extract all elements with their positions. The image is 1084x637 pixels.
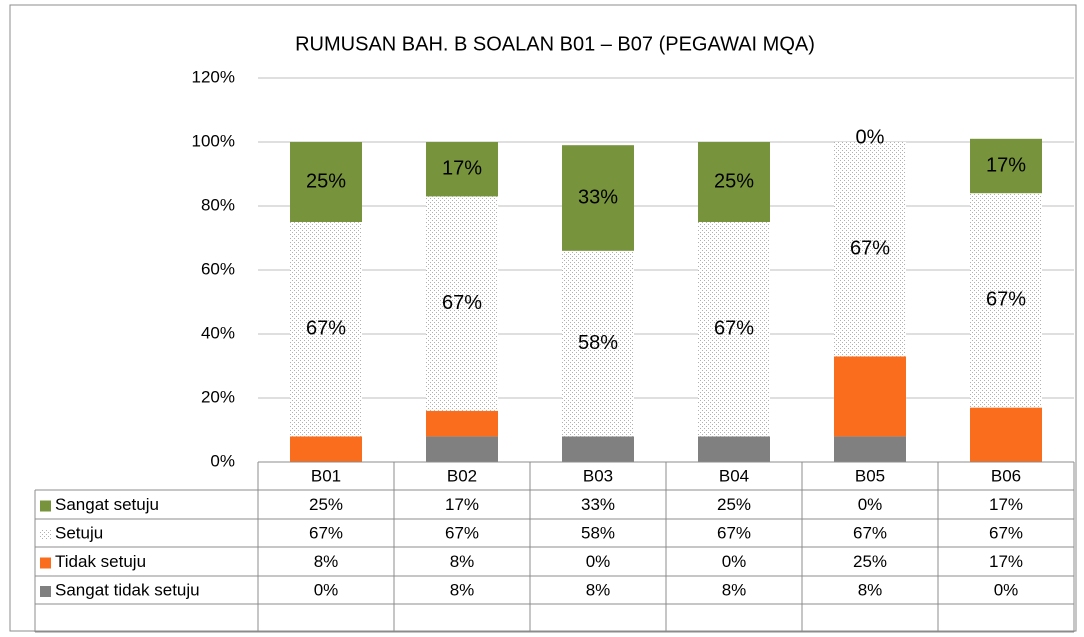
data-label: 67% <box>306 317 346 339</box>
bar-segment <box>290 222 362 437</box>
data-label: 58% <box>578 332 618 354</box>
table-cell: 8% <box>314 552 339 571</box>
table-cell: 0% <box>858 495 883 514</box>
bar-segment <box>698 436 770 462</box>
bar-segment <box>970 193 1042 408</box>
table-cell: 0% <box>586 552 611 571</box>
legend-swatch <box>40 586 51 597</box>
bar-segment <box>562 145 634 251</box>
table-header: B05 <box>855 466 885 485</box>
data-label: 25% <box>306 170 346 192</box>
table-cell: 0% <box>314 580 339 599</box>
table-cell: 17% <box>989 552 1023 571</box>
data-label: 25% <box>714 170 754 192</box>
data-label: 67% <box>850 237 890 259</box>
table-header: B01 <box>311 466 341 485</box>
bar-segment <box>290 142 362 222</box>
bar-segment <box>834 436 906 462</box>
legend-label: Tidak setuju <box>55 552 146 571</box>
table-cell: 67% <box>853 523 887 542</box>
bar-segment <box>426 142 498 197</box>
y-tick-label: 80% <box>201 195 235 214</box>
table-cell: 17% <box>989 495 1023 514</box>
bar-segment <box>562 250 634 437</box>
table-header: B04 <box>719 466 749 485</box>
y-tick-label: 60% <box>201 259 235 278</box>
legend-swatch <box>40 500 51 512</box>
bar-segment <box>834 356 906 437</box>
data-label: 67% <box>986 289 1026 311</box>
data-label: 67% <box>714 317 754 339</box>
y-tick-label: 100% <box>192 131 235 150</box>
bar-segment <box>562 436 634 462</box>
table-cell: 67% <box>309 523 343 542</box>
bar-segment <box>834 142 906 357</box>
legend-label: Sangat setuju <box>55 495 159 514</box>
bar-segment <box>970 407 1042 462</box>
bar-segment <box>426 410 498 437</box>
table-cell: 25% <box>717 495 751 514</box>
table-cell: 58% <box>581 523 615 542</box>
data-label: 0% <box>856 126 885 148</box>
table-cell: 25% <box>853 552 887 571</box>
y-tick-label: 20% <box>201 387 235 406</box>
table-cell: 8% <box>858 580 883 599</box>
table-cell: 67% <box>717 523 751 542</box>
table-cell: 0% <box>994 580 1019 599</box>
y-tick-label: 0% <box>210 451 235 470</box>
table-header: B03 <box>583 466 613 485</box>
legend-swatch <box>40 557 51 569</box>
bar-segment <box>290 436 362 462</box>
table-cell: 8% <box>722 580 747 599</box>
table-header: B02 <box>447 466 477 485</box>
table-cell: 25% <box>309 495 343 514</box>
table-header: B06 <box>991 466 1021 485</box>
table-cell: 67% <box>445 523 479 542</box>
data-label: 33% <box>578 186 618 208</box>
bar-segment <box>426 196 498 411</box>
legend-label: Setuju <box>55 523 103 542</box>
table-cell: 8% <box>450 552 475 571</box>
data-label: 17% <box>442 157 482 179</box>
chart-title: RUMUSAN BAH. B SOALAN B01 – B07 (PEGAWAI… <box>295 33 815 55</box>
bar-segment <box>970 138 1042 194</box>
bar-segment <box>426 436 498 462</box>
table-cell: 67% <box>989 523 1023 542</box>
table-cell: 17% <box>445 495 479 514</box>
table-cell: 8% <box>586 580 611 599</box>
legend-label: Sangat tidak setuju <box>55 580 200 599</box>
data-label: 17% <box>986 154 1026 176</box>
bar-segment <box>698 142 770 222</box>
legend-swatch <box>40 529 51 540</box>
table-cell: 0% <box>722 552 747 571</box>
y-tick-label: 40% <box>201 323 235 342</box>
chart-border <box>9 4 1077 632</box>
y-tick-label: 120% <box>192 67 235 86</box>
table-cell: 8% <box>450 580 475 599</box>
table-cell: 33% <box>581 495 615 514</box>
data-label: 67% <box>442 292 482 314</box>
bar-segment <box>698 222 770 437</box>
